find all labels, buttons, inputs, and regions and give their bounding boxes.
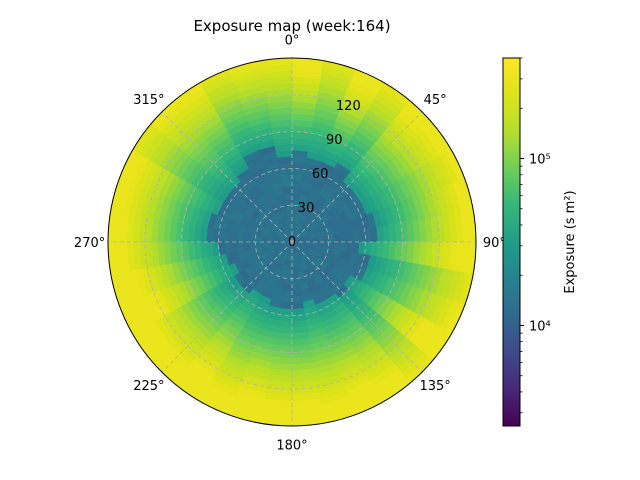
heatmap-cell [283, 192, 293, 201]
radial-tick-label: 60 [312, 167, 329, 182]
heatmap-cell [321, 235, 330, 243]
heatmap-cell [291, 265, 298, 273]
heatmap-cell [327, 234, 336, 243]
heatmap-cell [291, 277, 300, 286]
theta-grid-line [291, 111, 423, 243]
polar-grid [108, 58, 476, 426]
chart-title: Exposure map (week:164) [193, 17, 390, 35]
theta-grid-line [291, 241, 423, 373]
theta-tick-label: 225° [133, 379, 164, 394]
colorbar-label: Exposure (s m²) [563, 190, 578, 293]
colorbar-ticks: 10⁴ 10⁵ [520, 57, 551, 414]
heatmap-cell [236, 232, 245, 243]
theta-tick-label: 45° [424, 93, 447, 108]
heatmap-cell [309, 237, 317, 243]
theta-grid-line [161, 111, 293, 243]
colorbar-tick-label: 10⁴ [529, 319, 551, 334]
heatmap-cell [291, 416, 325, 426]
heatmap-cell [259, 58, 293, 68]
theta-tick-label: 180° [276, 438, 307, 453]
radial-tick-label: 120 [336, 99, 361, 114]
colorbar-tick-label: 10⁵ [529, 153, 551, 168]
heatmap-cell [284, 198, 293, 207]
heatmap-cell [333, 241, 342, 251]
heatmap-cell [248, 241, 257, 250]
colorbar-gradient [502, 57, 521, 427]
theta-tick-label: 270° [74, 236, 105, 251]
heatmap-cell [333, 233, 342, 243]
theta-tick-label: 90° [483, 236, 506, 251]
heatmap-cell [254, 241, 263, 249]
theta-tick-label: 0° [285, 34, 300, 49]
heatmap-cell [291, 186, 302, 195]
heatmap-cell [291, 192, 301, 201]
heatmap-cell [282, 289, 293, 298]
heatmap-cell [287, 217, 293, 225]
heatmap-cell [291, 283, 301, 292]
heatmap-cell [108, 241, 118, 275]
heatmap-cell [286, 211, 293, 219]
theta-grid-line [161, 241, 293, 373]
heatmap-cell [283, 283, 293, 292]
heatmap-cell [282, 186, 293, 195]
theta-tick-label: 315° [133, 93, 164, 108]
heatmap-cell [339, 232, 348, 243]
radial-grid-circle [181, 131, 403, 353]
heatmap-cell [242, 241, 251, 251]
radial-tick-label: 90 [326, 133, 343, 148]
radial-tick-label: 0 [288, 235, 296, 250]
theta-tick-labels: 0° 45° 90° 135° 180° 225° 270° 315° [74, 34, 506, 454]
heatmap-cell [291, 271, 299, 280]
radial-tick-label: 30 [298, 201, 315, 216]
theta-tick-label: 135° [419, 379, 450, 394]
heatmap-cells [108, 58, 476, 426]
plot-border [107, 57, 477, 427]
heatmap-cell [261, 241, 269, 248]
heatmap-cell [236, 241, 245, 252]
heatmap-cell [291, 259, 297, 267]
heatmap-cell [466, 209, 476, 243]
heatmap-cell [267, 241, 275, 247]
heatmap-cell [291, 289, 302, 298]
colorbar: 10⁴ 10⁵ Exposure (s m²) [502, 57, 578, 427]
heatmap-cell [242, 233, 251, 243]
heatmap-cell [285, 204, 293, 213]
heatmap-cell [339, 241, 348, 252]
heatmap-cell [315, 236, 323, 243]
radial-tick-labels: 0 30 60 90 120 [288, 99, 361, 250]
